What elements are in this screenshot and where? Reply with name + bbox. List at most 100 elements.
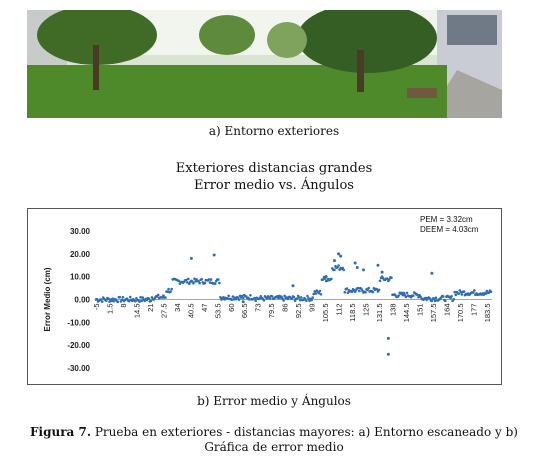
data-point	[186, 277, 190, 281]
data-point	[292, 295, 296, 299]
data-point	[319, 292, 323, 296]
data-point	[105, 299, 108, 302]
data-point	[249, 294, 252, 297]
data-point	[356, 286, 360, 290]
x-tick-label: 79.5	[267, 304, 276, 319]
data-point	[390, 276, 393, 280]
y-tick-label: -20.00	[67, 341, 90, 350]
data-point	[185, 281, 189, 284]
data-point	[346, 291, 350, 295]
data-point-outlier	[332, 259, 336, 263]
data-point	[138, 300, 141, 303]
data-point-outlier	[241, 300, 245, 304]
x-tick-label: 14.5	[132, 304, 141, 319]
x-tick-label: 151	[415, 304, 424, 317]
data-point	[128, 295, 132, 299]
outdoor-environment-photo	[27, 10, 502, 118]
data-point	[401, 293, 405, 297]
x-tick-label: 138	[388, 304, 397, 317]
data-point	[444, 299, 447, 303]
y-tick-label: 10.00	[70, 273, 91, 282]
data-point	[313, 290, 317, 293]
data-point	[222, 295, 225, 299]
data-point	[156, 293, 160, 297]
data-point-outlier	[189, 256, 193, 260]
chart-heading-line2: Error medio vs. Ángulos	[194, 178, 354, 193]
data-point	[457, 292, 461, 295]
data-point	[107, 297, 110, 301]
data-point	[371, 290, 375, 294]
data-point	[125, 297, 129, 300]
x-tick-label: 177	[469, 304, 478, 317]
x-tick-label: -5	[92, 304, 101, 311]
data-point	[120, 298, 124, 302]
data-point	[110, 299, 113, 303]
data-point	[312, 292, 315, 296]
chart-annotation: DEEM = 4.03cm	[420, 225, 479, 234]
x-tick-label: 112	[335, 304, 344, 316]
x-tick-label: 131.5	[375, 304, 384, 323]
data-point	[405, 291, 409, 295]
data-point	[207, 278, 211, 281]
data-point	[270, 295, 274, 298]
x-tick-label: 144.5	[402, 304, 411, 323]
data-point	[432, 297, 436, 300]
data-point	[166, 290, 169, 293]
data-point	[364, 290, 367, 294]
data-point	[484, 292, 488, 295]
x-tick-label: 125	[362, 304, 371, 317]
data-point	[121, 295, 125, 299]
data-point	[306, 294, 309, 298]
data-point-outlier	[212, 253, 216, 257]
data-point	[237, 298, 241, 301]
data-point	[230, 298, 234, 302]
data-point	[253, 296, 256, 300]
data-point	[404, 295, 408, 299]
data-point	[139, 296, 142, 299]
chart-heading: Exteriores distancias grandes Error medi…	[0, 160, 548, 194]
error-chart: 30.00 20.00 10.00 0.00 -10.00 -20.00 -30.00 Err…	[27, 208, 502, 385]
x-tick-label: 157.5	[429, 304, 438, 323]
y-axis-label: Error Medio (cm)	[43, 267, 52, 331]
data-point	[330, 277, 333, 281]
data-point	[208, 281, 212, 284]
data-point	[317, 291, 321, 295]
data-point	[167, 287, 170, 291]
data-point	[375, 288, 379, 291]
data-point	[127, 299, 131, 303]
data-point	[112, 299, 115, 303]
data-point	[397, 294, 401, 297]
data-point	[241, 296, 245, 300]
data-point	[118, 295, 122, 299]
data-point	[164, 296, 167, 299]
data-point	[400, 291, 404, 295]
chart-heading-line1: Exteriores distancias grandes	[175, 161, 373, 176]
data-point	[219, 295, 222, 299]
data-point	[203, 281, 207, 285]
data-point	[141, 296, 144, 299]
data-point	[290, 297, 294, 300]
y-tick-label: -10.00	[67, 318, 90, 327]
figure-label: Figura 7.	[30, 425, 92, 439]
figure-caption: Figura 7. Prueba en exteriores - distanc…	[0, 425, 548, 455]
x-tick-label: 170.5	[456, 304, 465, 323]
data-point	[149, 299, 153, 303]
data-point	[177, 279, 181, 283]
data-point-outlier	[339, 254, 343, 258]
data-point	[489, 290, 493, 294]
data-point	[297, 296, 301, 299]
data-point	[434, 296, 438, 300]
data-point	[227, 294, 230, 298]
data-point	[226, 296, 229, 300]
data-point	[428, 297, 432, 300]
data-point	[198, 281, 201, 285]
x-tick-label: 118.5	[348, 304, 357, 322]
data-point	[353, 290, 357, 294]
data-point	[299, 296, 303, 299]
data-point	[295, 297, 299, 300]
y-tick-label: -30.00	[67, 364, 90, 373]
data-point	[200, 277, 204, 281]
data-point	[345, 287, 349, 290]
data-point	[311, 296, 314, 299]
data-point	[99, 298, 103, 301]
